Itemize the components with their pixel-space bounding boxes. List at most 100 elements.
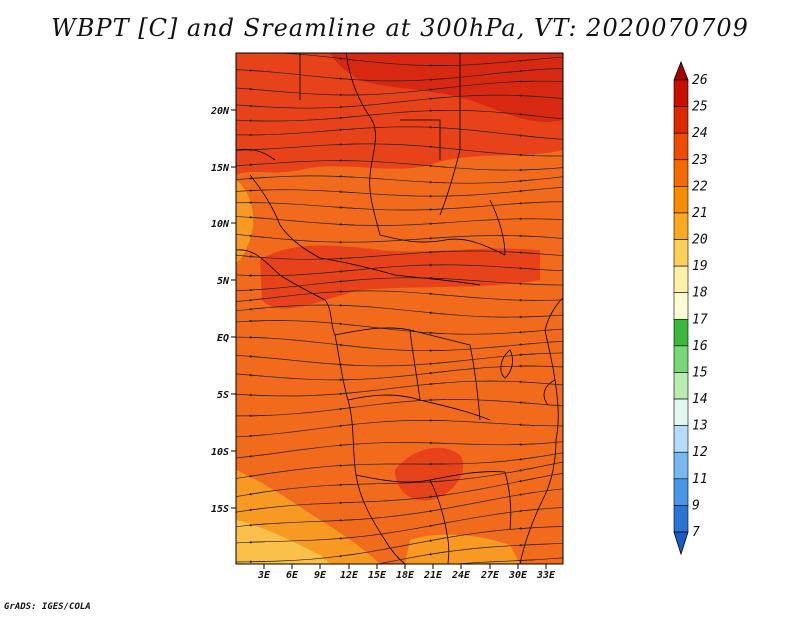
streamline-arrow xyxy=(338,518,356,522)
streamline-arrow xyxy=(338,128,356,132)
streamline-arrow xyxy=(518,134,536,138)
wbpt-warm-band-equator xyxy=(260,245,540,309)
wbpt-field xyxy=(236,53,563,564)
streamline-arrow xyxy=(518,478,536,483)
wbpt-cool-strip-west xyxy=(236,180,254,262)
streamline-arrow xyxy=(248,104,266,108)
streamline-arrow xyxy=(248,87,266,91)
colorbar-label: 22 xyxy=(692,179,708,194)
lat-tick-label: EQ xyxy=(217,333,229,344)
streamline-arrow xyxy=(338,206,356,209)
streamline-arrow xyxy=(428,494,446,499)
streamline-arrow xyxy=(428,362,446,366)
streamline-arrow xyxy=(428,125,446,129)
streamline-arrow xyxy=(338,175,356,178)
lon-tick-label: 21E xyxy=(423,570,443,581)
streamline-arrow xyxy=(338,553,356,558)
lon-tick-label: 9E xyxy=(314,570,327,581)
colorbar-label: 14 xyxy=(692,392,708,407)
lat-tick-label: 20N xyxy=(210,106,230,117)
streamline-arrow xyxy=(338,223,356,226)
streamline-arrow xyxy=(428,164,446,168)
lon-tick-label: 33E xyxy=(536,570,556,581)
streamline-arrow xyxy=(338,257,356,260)
streamline-arrow xyxy=(338,392,356,396)
streamline-arrow xyxy=(428,311,446,315)
streamlines xyxy=(236,53,563,598)
streamline-arrow xyxy=(338,116,356,120)
streamline-arrow xyxy=(428,180,446,184)
streamline-arrow xyxy=(248,148,266,152)
streamline-arrow xyxy=(518,113,536,117)
lat-tick-label: 15N xyxy=(211,163,230,174)
streamline-arrow xyxy=(428,208,446,211)
colorbar-swatch xyxy=(673,239,689,267)
colorbar-label: 13 xyxy=(692,419,708,434)
colorbar-swatch xyxy=(673,345,689,373)
streamline-arrow xyxy=(518,559,536,562)
colorbar-label: 20 xyxy=(692,233,708,248)
lon-tick-label: 6E xyxy=(286,570,299,581)
colorbar-swatch xyxy=(673,505,689,533)
streamline-arrow xyxy=(248,189,266,192)
streamline-arrow xyxy=(250,596,265,598)
streamline-arrow xyxy=(248,177,266,180)
streamline-arrow xyxy=(518,401,536,405)
colorbar-swatch xyxy=(673,292,689,320)
colorbar-label: 11 xyxy=(692,472,708,487)
streamline-arrow xyxy=(338,443,356,447)
colorbar-swatch xyxy=(673,318,689,347)
lon-tick-label: 12E xyxy=(340,570,359,581)
streamline-arrow xyxy=(338,343,356,347)
streamline-arrow xyxy=(428,508,446,513)
colorbar-swatch xyxy=(673,132,689,161)
colorbar-label: 24 xyxy=(692,126,708,141)
streamline-arrow xyxy=(518,330,536,334)
streamline-arrow xyxy=(428,78,446,82)
colorbar-swatch xyxy=(673,425,689,453)
streamline-arrow xyxy=(518,543,536,547)
streamline-arrow xyxy=(428,331,446,335)
streamline-arrow xyxy=(428,480,446,484)
streamline-arrow xyxy=(518,509,536,513)
streamline-arrow xyxy=(428,145,446,149)
lat-tick-label: 5S xyxy=(217,390,229,401)
streamline-arrow xyxy=(428,250,446,254)
lat-tick-label: 10N xyxy=(211,219,230,230)
streamline-arrow xyxy=(428,522,446,528)
lon-tick-label: 24E xyxy=(451,570,471,581)
wbpt-coolest-area-southwest xyxy=(236,520,330,564)
streamline-arrow xyxy=(518,491,536,496)
streamline-arrow xyxy=(518,69,536,73)
colorbar-label: 19 xyxy=(692,259,708,274)
streamline-arrow xyxy=(428,276,446,280)
streamline-arrow xyxy=(338,190,356,194)
streamline-arrow xyxy=(338,77,356,81)
colorbar-label: 18 xyxy=(692,286,708,301)
streamline-arrow xyxy=(428,292,446,296)
streamline-arrow xyxy=(338,363,356,366)
streamline-arrow xyxy=(248,491,266,496)
streamline-arrow xyxy=(248,216,266,219)
streamline-arrow xyxy=(518,380,536,384)
streamline-arrow xyxy=(518,179,536,183)
colorbar-swatch xyxy=(673,212,689,240)
lon-tick-label: 27E xyxy=(480,570,500,581)
streamline-arrow xyxy=(248,454,266,458)
streamline-arrow xyxy=(248,373,266,377)
streamline-arrow xyxy=(518,234,536,238)
streamline-arrow xyxy=(518,266,536,270)
streamline-arrow xyxy=(430,565,445,567)
streamline-arrow xyxy=(248,540,266,544)
streamline-arrow xyxy=(248,288,266,292)
colorbar: 26 25 24 23 22 21 20 19 18 17 16 15 14 13 12 11 9 7 xyxy=(673,60,708,556)
streamline-arrow xyxy=(338,269,356,273)
streamline-arrow xyxy=(248,163,266,167)
lat-tick-label: 15S xyxy=(211,504,229,515)
streamline-arrow xyxy=(518,443,536,446)
streamline-arrow xyxy=(518,527,536,530)
colorbar-swatch xyxy=(673,372,689,400)
colorbar-swatch xyxy=(673,79,689,107)
streamline-arrow xyxy=(428,371,446,375)
